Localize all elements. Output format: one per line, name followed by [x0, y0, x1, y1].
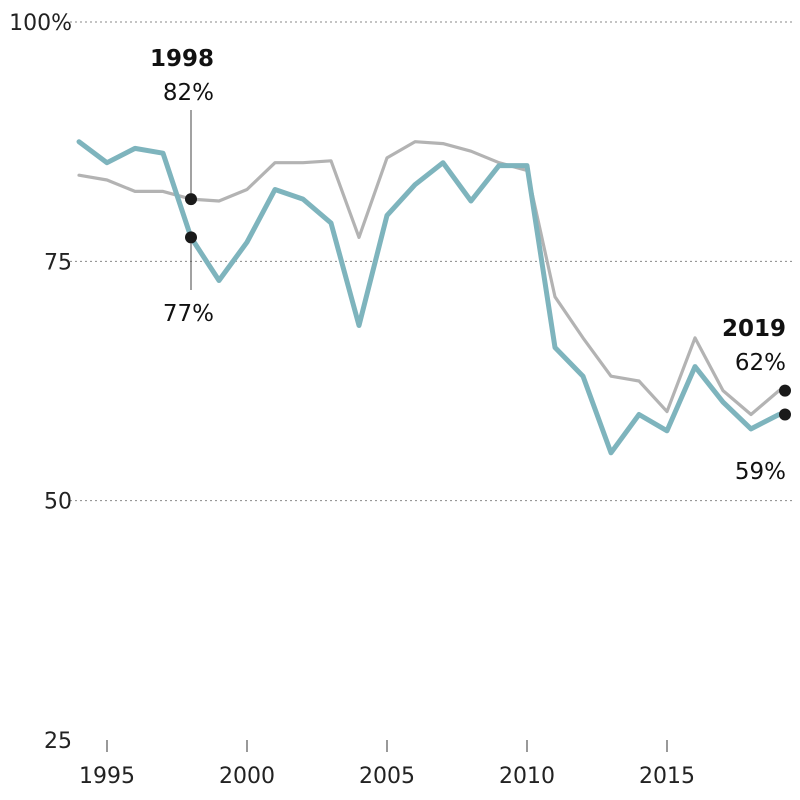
x-tick-label: 2005 — [359, 764, 415, 789]
y-axis: 100% 75 50 25 — [9, 11, 72, 754]
y-tick-label: 75 — [44, 250, 72, 275]
annotation-year: 2019 — [722, 316, 786, 342]
series-line-gray — [77, 140, 781, 417]
y-tick-label: 100% — [9, 11, 72, 36]
x-axis: 1995 2000 2005 2010 2015 — [79, 740, 695, 789]
x-tick-label: 2010 — [499, 764, 555, 789]
annotation-value: 59% — [735, 459, 786, 485]
annotation-value: 77% — [163, 301, 214, 327]
x-tick-label: 1995 — [79, 764, 135, 789]
series-line-teal — [76, 139, 782, 456]
annotation-year: 1998 — [150, 46, 214, 72]
x-tick-label: 2000 — [219, 764, 275, 789]
y-tick-label: 50 — [44, 490, 72, 515]
series-lines — [76, 139, 782, 456]
marker-dot — [779, 384, 791, 397]
y-tick-label: 25 — [44, 729, 72, 754]
x-tick-label: 2015 — [639, 764, 695, 789]
marker-dot — [185, 193, 197, 206]
marker-dot — [779, 408, 791, 421]
marker-dot — [185, 231, 197, 244]
annotations: 1998 82% 77% 2019 62% 59% — [150, 46, 791, 485]
annotation-value: 62% — [735, 350, 786, 376]
annotation-value: 82% — [163, 80, 214, 106]
